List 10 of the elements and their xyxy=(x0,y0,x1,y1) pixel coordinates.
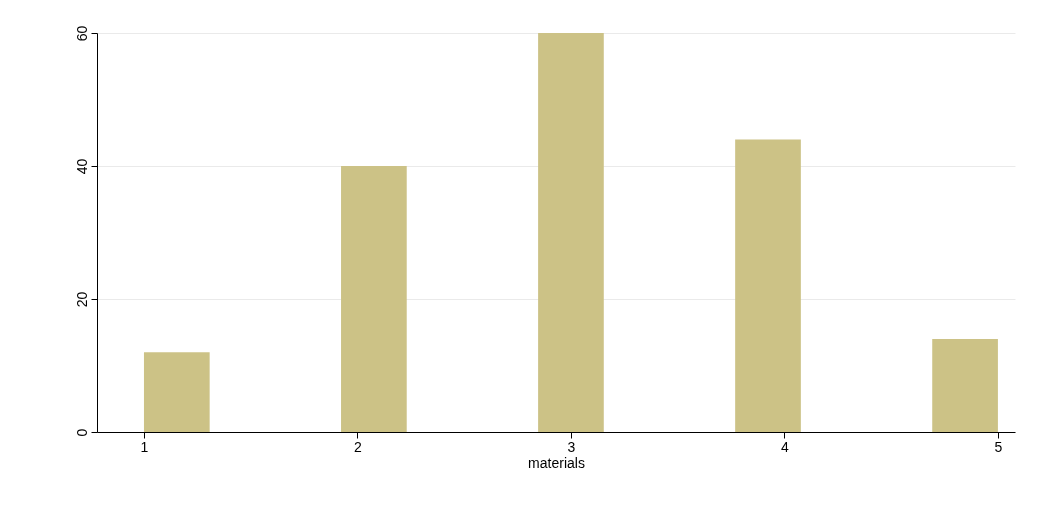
x-axis-title: materials xyxy=(528,454,585,471)
x-tick-label: 5 xyxy=(994,438,1003,455)
x-tick-label: 2 xyxy=(354,438,363,455)
y-tick-label: 20 xyxy=(73,291,90,308)
x-tick-label: 4 xyxy=(781,438,790,455)
x-tick-label: 1 xyxy=(140,438,149,455)
y-tick-label: 60 xyxy=(73,25,90,42)
x-tick-label: 3 xyxy=(567,438,576,455)
y-tick-label: 40 xyxy=(73,158,90,175)
y-tick-label: 0 xyxy=(73,428,90,437)
